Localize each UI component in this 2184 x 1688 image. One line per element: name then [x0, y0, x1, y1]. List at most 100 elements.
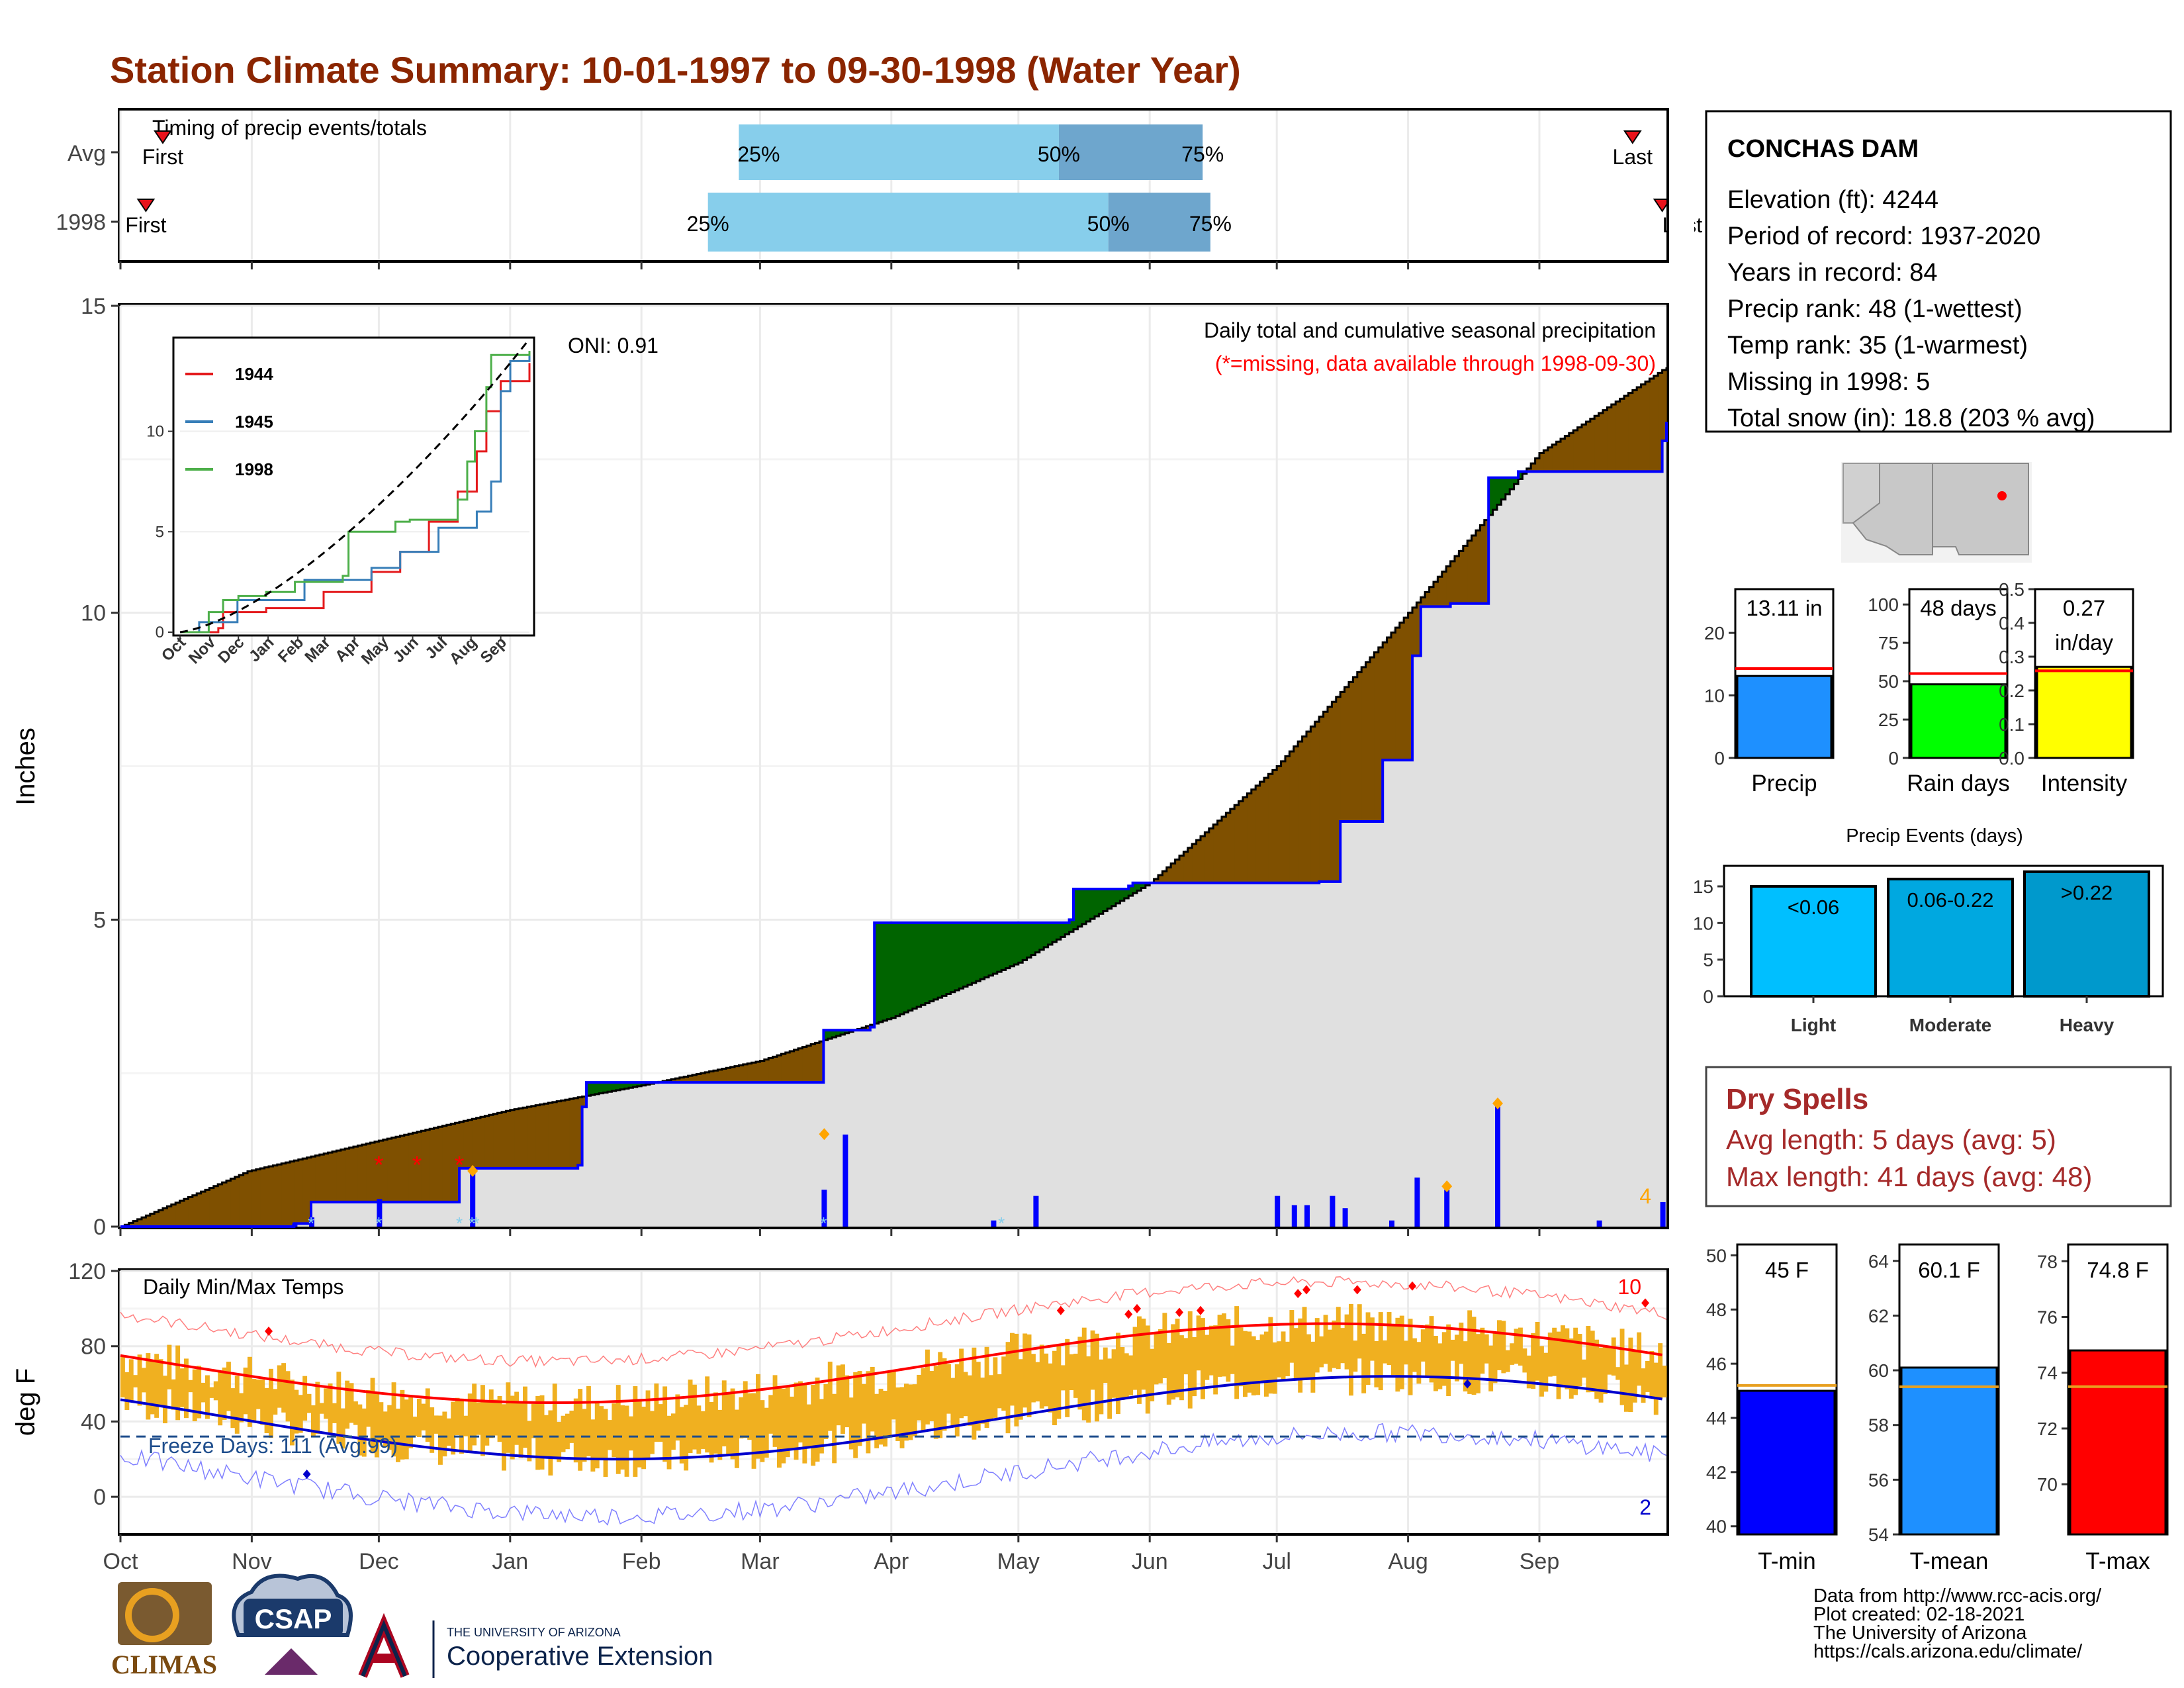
temp-daily-range-bar [594, 1403, 600, 1469]
temp-daily-range-bar [1128, 1355, 1134, 1395]
precip-departure-bar [917, 922, 922, 1008]
temp-daily-range-bar [552, 1383, 557, 1458]
temp-daily-range-bar [442, 1411, 447, 1457]
precip-departure-bar [603, 1082, 608, 1093]
temp-daily-range-bar [929, 1371, 934, 1421]
temp-daily-range-bar [171, 1379, 176, 1410]
temp-daily-range-bar [1480, 1327, 1485, 1374]
temp-daily-range-bar [629, 1416, 633, 1451]
temp-daily-range-bar [1556, 1331, 1561, 1399]
temp-record-high-marker [1353, 1285, 1361, 1295]
temp-daily-range-bar [158, 1359, 163, 1407]
precip-departure-bar [1467, 540, 1473, 604]
precip-departure-bar [476, 1117, 481, 1168]
timing-q25-label: 25% [737, 142, 780, 166]
stat-ytick-label: 0.5 [1999, 579, 2025, 600]
temp-daily-range-bar [213, 1381, 218, 1401]
temp-daily-range-bar [933, 1366, 938, 1439]
precip-departure-bar [497, 1113, 502, 1168]
temp-daily-range-bar [777, 1385, 782, 1468]
temp-daily-range-bar [506, 1382, 511, 1453]
precip-departure-bar [1395, 628, 1400, 761]
temp-daily-range-bar [1310, 1341, 1316, 1393]
stat-category-label: Precip [1751, 771, 1817, 796]
timing-q50-label: 50% [1038, 142, 1080, 166]
temp-daily-range-bar [1192, 1336, 1197, 1397]
precip-departure-bar [527, 1107, 532, 1168]
precip-departure-bar [612, 1082, 617, 1092]
precip-departure-bar [1632, 390, 1637, 472]
temp-daily-range-bar [124, 1372, 130, 1410]
temp-daily-range-bar [1166, 1342, 1171, 1405]
temp-daily-range-bar [1357, 1304, 1362, 1359]
precip-subtitle: (*=missing, data available through 1998-… [1215, 352, 1656, 375]
temp-daily-range-bar [218, 1372, 223, 1426]
temp-daily-range-bar [912, 1384, 917, 1436]
precip-departure-bar [760, 1060, 765, 1083]
temp-daily-range-bar [1099, 1359, 1104, 1415]
precip-departure-bar [294, 1160, 299, 1224]
temp-daily-range-bar [756, 1374, 760, 1459]
precip-departure-bar [717, 1069, 723, 1083]
precip-departure-bar [841, 1030, 845, 1035]
precip-average-area [120, 367, 1666, 1227]
temp-daily-range-bar [1378, 1312, 1383, 1391]
precip-departure-bar [1323, 712, 1328, 882]
precip-daily-bar [1389, 1220, 1394, 1227]
temp-daily-range-bar [1476, 1334, 1480, 1393]
temp-daily-range-bar [391, 1382, 396, 1457]
temp-daily-range-bar [857, 1371, 862, 1446]
temp-daily-range-bar [717, 1409, 723, 1460]
temp-daily-range-bar [713, 1392, 718, 1454]
temp-daily-range-bar [832, 1393, 837, 1464]
temp-daily-range-bar [730, 1388, 735, 1460]
precip-departure-bar [1603, 410, 1608, 472]
precip-departure-bar [357, 1145, 363, 1202]
temp-daily-range-bar [357, 1404, 363, 1456]
temp-daily-range-bar [1535, 1321, 1540, 1381]
temp-daily-range-bar [260, 1380, 265, 1425]
precip-departure-bar [1488, 477, 1494, 515]
precip-departure-bar [1556, 442, 1561, 472]
temp-daily-range-bar [1433, 1335, 1438, 1391]
precip-departure-bar [1264, 778, 1269, 883]
temp-daily-range-bar [747, 1393, 752, 1440]
temp-daily-range-bar [1510, 1343, 1515, 1365]
precip-departure-bar [1293, 746, 1298, 883]
precip-departure-bar [1353, 677, 1358, 821]
precip-departure-bar [306, 1157, 312, 1224]
temp-daily-range-bar [968, 1375, 972, 1426]
precip-departure-bar [629, 1082, 633, 1088]
temp-daily-range-bar [823, 1383, 829, 1440]
csap-badge [244, 1599, 343, 1637]
precip-departure-bar [260, 1168, 265, 1227]
temp-daily-range-bar [467, 1393, 473, 1452]
temp-stat-ytick-label: 70 [2037, 1474, 2058, 1495]
temp-daily-range-bar [1383, 1340, 1388, 1364]
temp-daily-range-bar [735, 1409, 739, 1468]
temp-daily-range-bar [1645, 1360, 1650, 1392]
precip-ytick-label: 10 [81, 601, 106, 626]
precip-departure-bar [946, 922, 951, 994]
precip-departure-bar [1031, 922, 1036, 955]
precip-missing-marker: * [455, 1151, 465, 1179]
precip-departure-bar [878, 922, 884, 1022]
stat-ytick-label: 20 [1704, 623, 1725, 643]
station-line: Elevation (ft): 4244 [1727, 186, 1938, 214]
temp-daily-range-bar [1649, 1351, 1655, 1398]
precip-departure-bar [1026, 922, 1032, 958]
precip-departure-bar [1005, 922, 1011, 968]
stat-ytick-label: 0.0 [1999, 748, 2025, 769]
temp-daily-range-bar [1077, 1336, 1083, 1410]
temp-daily-range-bar [1450, 1339, 1455, 1361]
temp-daily-range-bar [569, 1411, 574, 1443]
precip-departure-bar [1450, 561, 1455, 604]
precip-departure-bar [150, 1213, 155, 1227]
timing-first-marker [136, 199, 156, 212]
precip-departure-bar [806, 1045, 811, 1083]
precip-departure-bar [539, 1104, 545, 1168]
precip-departure-bar [1607, 407, 1612, 472]
stat-value-label: in/day [2055, 630, 2114, 655]
climas-logo-graphic [118, 1582, 212, 1645]
temp-stat-category-label: T-max [2085, 1548, 2150, 1574]
